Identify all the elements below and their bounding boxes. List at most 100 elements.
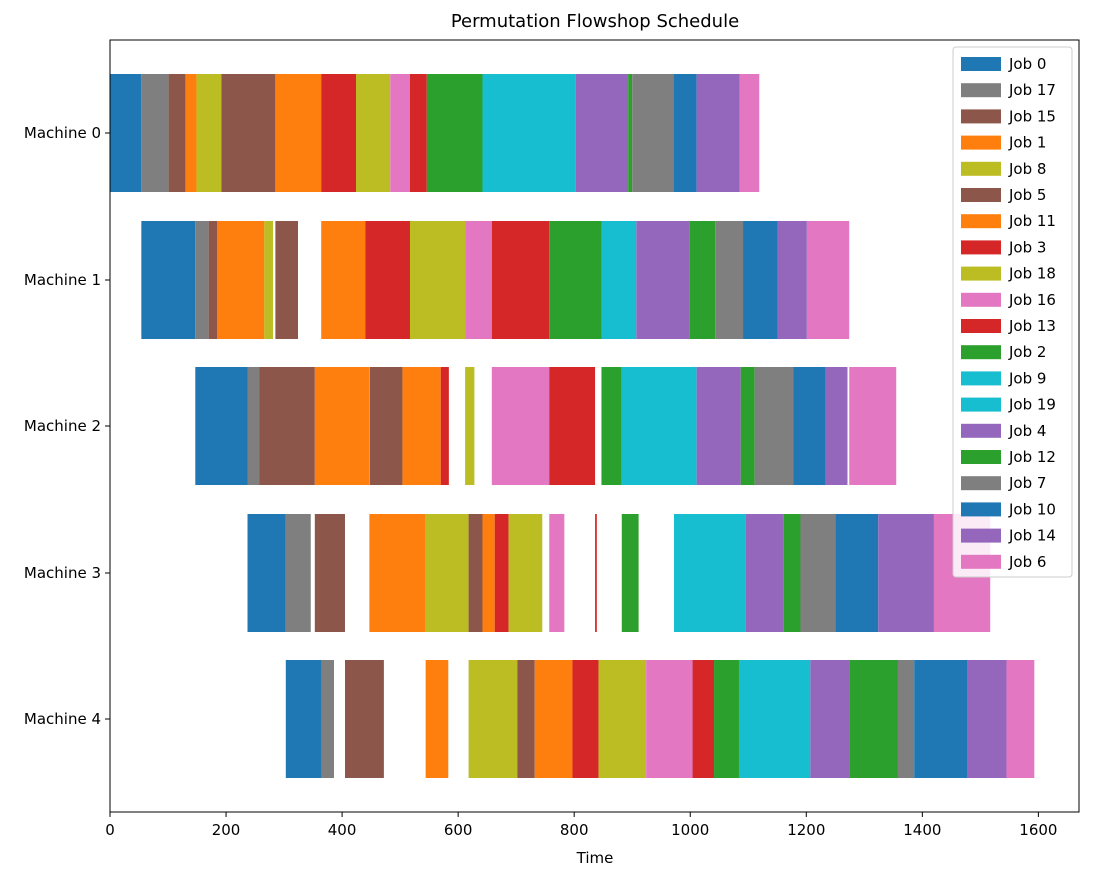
bar-machine-1-job-4 <box>636 221 690 339</box>
legend-label-job-16: Job 16 <box>1008 291 1056 309</box>
bar-machine-3-job-11 <box>482 514 495 632</box>
bar-machine-1-job-10 <box>743 221 778 339</box>
bar-machine-4-job-7 <box>897 660 915 778</box>
legend-swatch-job-7 <box>961 476 1001 491</box>
bar-machine-3-job-0 <box>247 514 286 632</box>
bar-machine-3-job-15 <box>314 514 345 632</box>
bar-machine-1-job-5 <box>275 221 298 339</box>
x-tick-label: 600 <box>444 821 473 839</box>
bar-machine-3-job-2 <box>621 514 639 632</box>
bar-machine-2-job-18 <box>465 367 475 485</box>
bar-machine-4-job-10 <box>914 660 968 778</box>
bar-machine-2-job-4 <box>696 367 741 485</box>
bar-machine-4-job-9 <box>738 660 811 778</box>
bar-machine-3-job-4 <box>745 514 784 632</box>
bar-machine-0-job-2 <box>426 74 483 192</box>
bar-machine-4-job-11 <box>534 660 573 778</box>
x-tick-label: 400 <box>328 821 357 839</box>
bar-machine-1-job-9 <box>601 221 637 339</box>
bar-machine-3-job-7 <box>800 514 836 632</box>
bar-machine-1-job-15 <box>208 221 218 339</box>
bar-machine-2-job-0 <box>195 367 248 485</box>
bar-machine-2-job-3 <box>440 367 449 485</box>
legend-label-job-1: Job 1 <box>1008 134 1046 152</box>
legend-label-job-4: Job 4 <box>1008 422 1046 440</box>
bar-machine-4-job-17 <box>321 660 334 778</box>
legend-swatch-job-17 <box>961 83 1001 98</box>
bar-machine-1-job-3 <box>365 221 410 339</box>
legend-swatch-job-9 <box>961 371 1001 386</box>
x-tick-label: 1400 <box>903 821 941 839</box>
bar-machine-0-job-5 <box>221 74 276 192</box>
bar-machine-4-job-0 <box>285 660 322 778</box>
bar-machine-4-job-13 <box>692 660 715 778</box>
legend-swatch-job-18 <box>961 266 1001 281</box>
bar-machine-4-job-15 <box>345 660 384 778</box>
legend-label-job-12: Job 12 <box>1008 448 1056 466</box>
legend-swatch-job-0 <box>961 57 1001 71</box>
bar-machine-4-job-3 <box>572 660 599 778</box>
bar-machine-3-job-14 <box>878 514 934 632</box>
legend-swatch-job-12 <box>961 450 1001 464</box>
bar-machine-0-job-7 <box>632 74 674 192</box>
bar-machine-0-job-12 <box>628 74 633 192</box>
y-tick-label: Machine 1 <box>24 271 101 289</box>
bar-machine-0-job-4 <box>575 74 629 192</box>
legend-label-job-6: Job 6 <box>1008 553 1046 571</box>
bar-machine-1-job-16 <box>465 221 492 339</box>
bar-machine-3-job-10 <box>835 514 879 632</box>
bar-machine-0-job-10 <box>673 74 697 192</box>
bar-machine-3-job-12 <box>783 514 801 632</box>
bar-machine-1-job-14 <box>777 221 807 339</box>
y-axis-ticks: Machine 0 Machine 1 Machine 2 Machine 3 Mach… <box>24 124 110 728</box>
bar-machine-2-job-17 <box>247 367 260 485</box>
bar-machine-2-job-14 <box>825 367 848 485</box>
chart-title: Permutation Flowshop Schedule <box>451 11 739 32</box>
legend-label-job-19: Job 19 <box>1008 396 1056 414</box>
bar-machine-4-job-18 <box>598 660 647 778</box>
bar-machine-2-job-6 <box>849 367 897 485</box>
legend-swatch-job-5 <box>961 188 1001 202</box>
bar-machine-2-job-16 <box>491 367 550 485</box>
bar-machine-2-job-13 <box>549 367 596 485</box>
legend-label-job-9: Job 9 <box>1008 369 1046 387</box>
legend-label-job-7: Job 7 <box>1008 474 1046 492</box>
legend-label-job-5: Job 5 <box>1008 186 1046 204</box>
bar-machine-4-job-1 <box>425 660 449 778</box>
y-tick-label: Machine 3 <box>24 564 101 582</box>
legend-label-job-18: Job 18 <box>1008 265 1056 283</box>
bar-machine-2-job-12 <box>740 367 755 485</box>
legend: Job 0 Job 17 Job 15 Job 1 Job 8 Job 5 Job 11 Jo… <box>952 46 1073 578</box>
bar-machine-1-job-12 <box>689 221 716 339</box>
legend-swatch-job-16 <box>961 292 1001 307</box>
bar-machine-3-job-18 <box>508 514 543 632</box>
x-axis-label: Time <box>576 849 614 867</box>
bar-machine-1-job-6 <box>806 221 850 339</box>
bar-machine-1-job-2 <box>549 221 602 339</box>
bar-machine-3-job-17 <box>285 514 311 632</box>
legend-label-job-11: Job 11 <box>1008 212 1056 230</box>
bar-machine-4-job-2 <box>714 660 739 778</box>
legend-swatch-job-19 <box>961 397 1001 412</box>
bar-machine-2-job-11 <box>402 367 441 485</box>
x-tick-label: 1200 <box>787 821 825 839</box>
legend-label-job-10: Job 10 <box>1008 500 1056 518</box>
y-tick-label: Machine 2 <box>24 417 101 435</box>
legend-swatch-job-4 <box>961 423 1001 438</box>
y-tick-label: Machine 0 <box>24 124 101 142</box>
bar-machine-2-job-15 <box>259 367 315 485</box>
bar-machine-4-job-4 <box>810 660 850 778</box>
bar-machine-2-job-7 <box>754 367 794 485</box>
bar-machine-0-job-6 <box>739 74 760 192</box>
y-tick-label: Machine 4 <box>24 710 101 728</box>
bar-machine-4-job-12 <box>849 660 898 778</box>
legend-label-job-13: Job 13 <box>1008 317 1056 335</box>
legend-swatch-job-15 <box>961 109 1001 124</box>
bar-machine-3-job-9 <box>673 514 746 632</box>
bar-machine-1-job-7 <box>715 221 744 339</box>
bar-machine-2-job-10 <box>793 367 826 485</box>
bar-machine-2-job-8 <box>369 367 371 485</box>
legend-swatch-job-3 <box>961 240 1001 255</box>
legend-label-job-0: Job 0 <box>1008 55 1046 73</box>
task-bars <box>110 74 1035 778</box>
